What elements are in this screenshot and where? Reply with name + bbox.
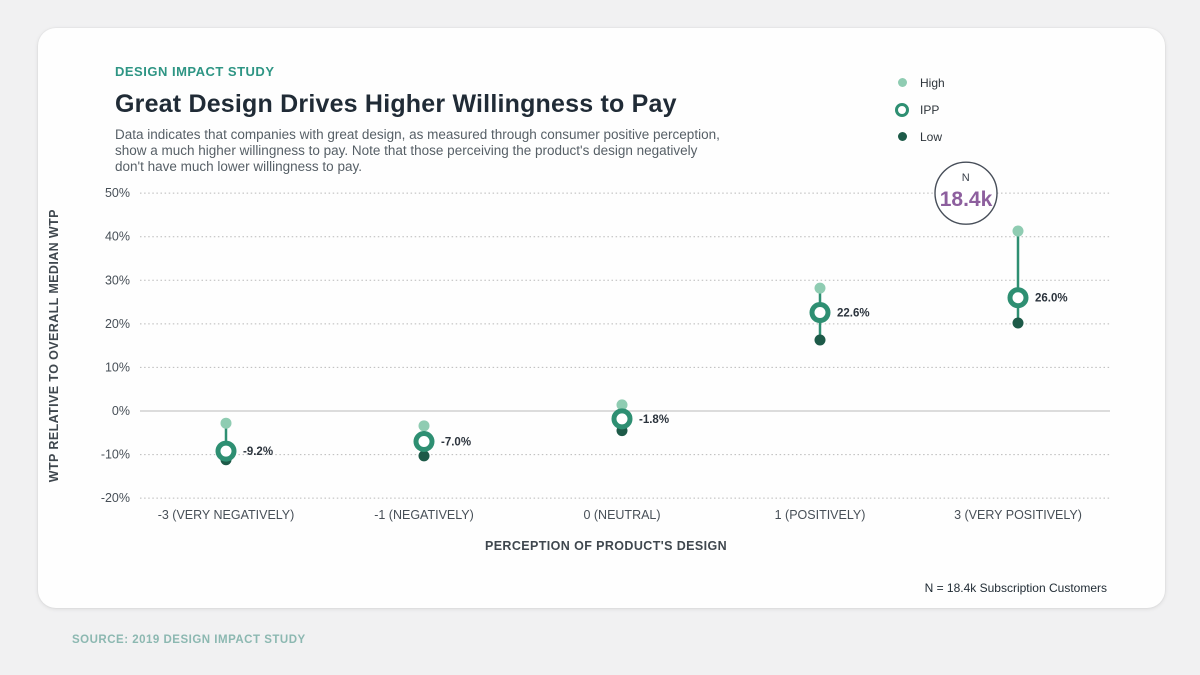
y-tick-label: -20% (101, 491, 130, 505)
sample-size-bubble-value: 18.4k (940, 188, 993, 211)
x-category-label: -3 (VERY NEGATIVELY) (158, 508, 295, 522)
legend-item-high: High (894, 69, 945, 96)
x-axis-title: PERCEPTION OF PRODUCT'S DESIGN (485, 539, 727, 553)
high-point (616, 399, 628, 411)
point-value-label: -9.2% (243, 446, 273, 458)
y-tick-label: 30% (105, 273, 130, 287)
y-tick-label: 50% (105, 186, 130, 200)
sample-size-bubble-label: N (962, 172, 970, 184)
ipp-ring-icon (895, 102, 909, 117)
y-tick-label: 0% (112, 404, 130, 418)
legend-item-low: Low (894, 123, 945, 150)
high-point (1012, 225, 1024, 237)
page-title: Great Design Drives Higher Willingness t… (115, 90, 677, 118)
point-value-label: 22.6% (837, 308, 870, 320)
high-dot-icon (897, 78, 907, 87)
high-point (418, 420, 430, 432)
ipp-point (215, 440, 237, 462)
ipp-point (1007, 287, 1029, 309)
y-tick-label: 20% (105, 317, 130, 331)
y-tick-label: -10% (101, 448, 130, 462)
high-point (814, 282, 826, 294)
point-value-label: -7.0% (441, 436, 471, 448)
chart-subtitle: Data indicates that companies with great… (115, 127, 720, 175)
sample-size-note: N = 18.4k Subscription Customers (924, 581, 1107, 595)
legend: High IPP Low (894, 69, 945, 150)
source-caption: SOURCE: 2019 DESIGN IMPACT STUDY (72, 634, 306, 646)
sample-size-bubble (934, 161, 998, 225)
x-category-label: 0 (NEUTRAL) (583, 508, 660, 522)
chart-card: DESIGN IMPACT STUDY Great Design Drives … (38, 28, 1165, 608)
low-point (814, 334, 826, 346)
eyebrow-label: DESIGN IMPACT STUDY (115, 64, 275, 79)
legend-label-low: Low (920, 129, 943, 144)
y-tick-label: 40% (105, 230, 130, 244)
y-axis-title: WTP RELATIVE TO OVERALL MEDIAN WTP (47, 209, 61, 482)
ipp-point (611, 408, 633, 430)
legend-label-ipp: IPP (920, 102, 940, 117)
chart-plot: 50% 40% 30% 20% 10% 0% -10% -20% WTP RELATIVE TO… (47, 161, 1110, 553)
legend-label-high: High (920, 75, 945, 90)
low-point (418, 450, 430, 462)
low-dot-icon (897, 132, 907, 141)
legend-item-ipp: IPP (894, 96, 945, 123)
low-point (1012, 317, 1024, 329)
ipp-point (413, 430, 435, 452)
chart-header: DESIGN IMPACT STUDY Great Design Drives … (115, 64, 755, 176)
high-point (220, 417, 232, 429)
ipp-point (809, 302, 831, 324)
point-value-label: -1.8% (639, 414, 669, 426)
y-tick-label: 10% (105, 360, 130, 374)
point-value-label: 26.0% (1035, 293, 1068, 305)
x-category-label: 1 (POSITIVELY) (775, 508, 866, 522)
x-category-label: 3 (VERY POSITIVELY) (954, 508, 1082, 522)
x-category-label: -1 (NEGATIVELY) (374, 508, 474, 522)
